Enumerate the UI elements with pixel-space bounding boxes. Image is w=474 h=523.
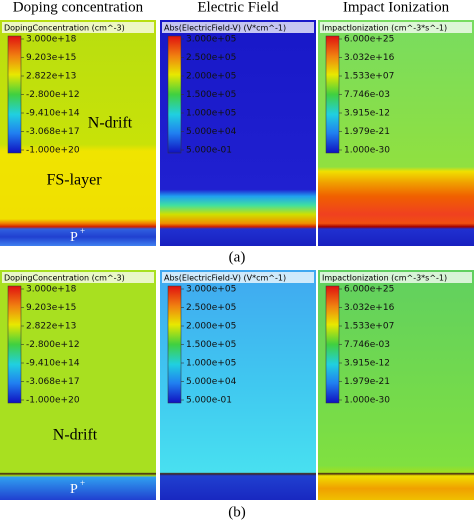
region-label: N-drift [88, 115, 133, 132]
color-bar-label: 2.500e+05 [186, 303, 236, 313]
color-bar-label: 2.000e+05 [186, 322, 236, 332]
color-bar [325, 285, 340, 404]
color-bar-label: 9.203e+15 [26, 303, 76, 313]
contour-panel [318, 270, 474, 500]
contour-panel [0, 20, 156, 246]
color-bar-label: -1.000e+20 [26, 146, 80, 156]
column-title: Electric Field [197, 0, 279, 15]
color-bar-label: 1.979e-21 [344, 377, 390, 387]
legend-title-box [320, 272, 472, 283]
contour-panel [318, 20, 474, 246]
color-bar-label: 5.000e+04 [186, 127, 237, 137]
region-label: FS-layer [46, 172, 102, 189]
color-bar-label: 7.746e-03 [344, 90, 390, 100]
region-label-sup: + [80, 226, 85, 236]
legend-title: ImpactIonization (cm^-3*s^-1) [322, 274, 447, 283]
color-bar-label: 1.000e+05 [186, 109, 236, 119]
color-bar-label: 3.000e+05 [186, 285, 236, 295]
color-bar-label: 1.000e-30 [344, 396, 390, 406]
color-bar-label: -1.000e+20 [26, 396, 80, 406]
color-bar-label: 6.000e+25 [344, 35, 394, 45]
legend-title-box [162, 272, 314, 283]
legend-title: DopingConcentration (cm^-3) [4, 274, 125, 283]
color-bar-label: 1.533e+07 [344, 322, 394, 332]
color-bar-label: 3.000e+18 [26, 35, 77, 45]
color-bar-label: 5.000e-01 [186, 146, 232, 156]
color-bar-label: 2.500e+05 [186, 53, 236, 63]
legend-title-box [2, 272, 154, 283]
legend-title-box [320, 22, 472, 33]
region-label: P [70, 230, 78, 245]
color-bar-label: 1.000e-30 [344, 146, 390, 156]
legend-title: Abs(ElectricField-V) (V*cm^-1) [164, 24, 286, 33]
color-bar-label: 1.500e+05 [186, 340, 236, 350]
legend-title: Abs(ElectricField-V) (V*cm^-1) [164, 274, 286, 283]
color-bar [167, 285, 182, 404]
region-label: N-drift [53, 427, 98, 444]
color-bar-label: 1.500e+05 [186, 90, 236, 100]
figure-caption: (a) [229, 249, 246, 265]
color-bar [7, 35, 22, 154]
column-title: Doping concentration [13, 0, 144, 15]
figure-caption: (b) [228, 504, 246, 520]
color-bar-label: 2.822e+13 [26, 322, 76, 332]
color-bar-label: 6.000e+25 [344, 285, 394, 295]
contour-panel [160, 270, 316, 500]
color-bar-label: 1.533e+07 [344, 72, 394, 82]
contour-panel [0, 270, 156, 500]
region-label: P [70, 482, 78, 497]
color-bar-label: -2.800e+12 [26, 340, 80, 350]
color-bar-label: 3.915e-12 [344, 359, 390, 369]
color-bar-label: 3.000e+05 [186, 35, 236, 45]
color-bar-label: -3.068e+17 [26, 377, 80, 387]
color-bar-label: -2.800e+12 [26, 90, 80, 100]
region-label-sup: + [80, 478, 85, 488]
legend-title: DopingConcentration (cm^-3) [4, 24, 125, 33]
color-bar-label: 5.000e+04 [186, 377, 237, 387]
legend-title-box [162, 22, 314, 33]
color-bar-label: 3.032e+16 [344, 53, 395, 63]
color-bar-label: 1.000e+05 [186, 359, 236, 369]
legend-title-box [2, 22, 154, 33]
color-bar-label: 3.000e+18 [26, 285, 77, 295]
color-bar-label: 9.203e+15 [26, 53, 76, 63]
color-bar [167, 35, 182, 154]
color-bar-label: -9.410e+14 [26, 109, 80, 119]
color-bar-label: 3.915e-12 [344, 109, 390, 119]
color-bar-label: -3.068e+17 [26, 127, 80, 137]
contour-panel [160, 20, 316, 246]
color-bar-label: 1.979e-21 [344, 127, 390, 137]
column-title: Impact Ionization [343, 0, 450, 15]
color-bar-label: 5.000e-01 [186, 396, 232, 406]
color-bar-label: -9.410e+14 [26, 359, 80, 369]
color-bar [325, 35, 340, 154]
color-bar-label: 3.032e+16 [344, 303, 395, 313]
color-bar-label: 7.746e-03 [344, 340, 390, 350]
color-bar-label: 2.822e+13 [26, 72, 76, 82]
color-bar-label: 2.000e+05 [186, 72, 236, 82]
color-bar [7, 285, 22, 404]
legend-title: ImpactIonization (cm^-3*s^-1) [322, 24, 447, 33]
